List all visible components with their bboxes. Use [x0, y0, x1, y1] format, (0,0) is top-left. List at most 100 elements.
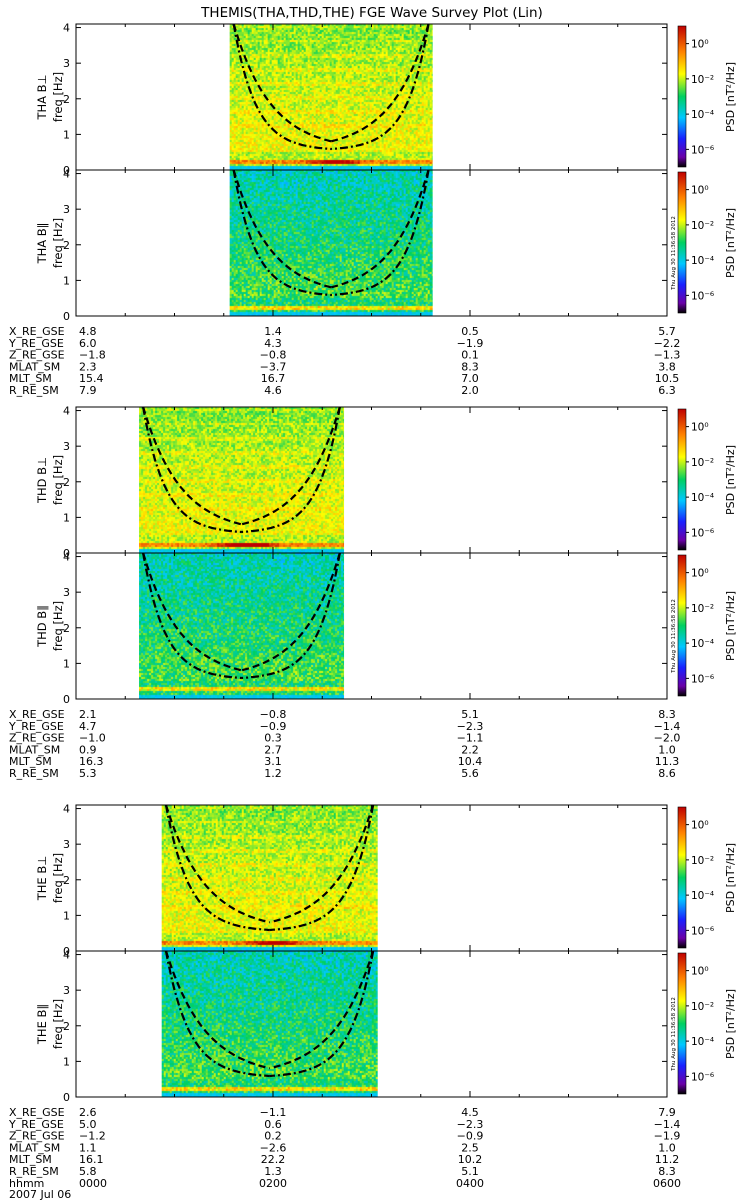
thd-bpar-ytick-label-0: 0 — [63, 693, 70, 706]
ephemeris-value: 22.2 — [261, 1153, 286, 1166]
tha-bpar-ytick-label-4: 4 — [63, 168, 70, 181]
thd-bperp-freq-label: freq [Hz] — [51, 455, 65, 505]
the-bpar-colorbar — [677, 952, 687, 1095]
ephemeris-value: −0.8 — [260, 349, 287, 362]
tha-bpar-ytick-label-1: 1 — [63, 274, 70, 287]
tha-bpar-curve-0-0 — [232, 169, 332, 289]
thd-bpar-stamp: Thu Aug 30 11:36:58 2012 — [671, 599, 677, 674]
thd-bperp-ytick-label-1: 1 — [63, 511, 70, 524]
ephemeris-row-label: R_RE_SM — [9, 767, 59, 780]
thd-bperp-ylabel: THD B⊥ — [35, 457, 49, 504]
tha-bpar-spectrogram — [229, 170, 433, 316]
tha-bperp-cbar-label: PSD [nT²/Hz] — [724, 62, 737, 132]
ephemeris-value: 11.3 — [655, 755, 680, 768]
ephemeris-value: 5.1 — [461, 1165, 479, 1178]
tha-bperp-freq-label: freq [Hz] — [51, 72, 65, 122]
ephemeris-value: 3.8 — [658, 360, 676, 373]
the-bpar-ytick-label-2: 2 — [63, 1020, 70, 1033]
thd-ephemeris: X_RE_GSE 2.1 −0.8 5.1 8.3 Y_RE_GSE 4.7 −0.9 −2.3… — [8, 708, 680, 780]
the-bpar-freq-label: freq [Hz] — [51, 999, 65, 1049]
tha-bpar-ytick-label-3: 3 — [63, 203, 70, 216]
ephemeris-row-label: MLT_SM — [9, 1153, 52, 1166]
the-bpar-stamp: Thu Aug 30 11:36:58 2012 — [671, 997, 677, 1072]
ephemeris-row-label: Y_RE_GSE — [8, 1118, 64, 1131]
tha-bpar-panel: 0 1 2 3 4 THA B∥ freq [Hz] 10⁰ 10⁻² 10⁻⁴ 10⁻⁶ PSD [… — [35, 168, 737, 323]
tha-bperp-panel: 0 1 2 3 4 THA B⊥ freq [Hz] 10⁰ 10⁻² 10⁻⁴ 10⁻⁶ PSD [… — [35, 22, 737, 177]
tha-bperp-cbar-tick-label-0: 10⁰ — [691, 39, 709, 51]
thd-bpar-curve-0-0 — [142, 552, 242, 672]
time-label-0600: 0600 — [653, 1177, 681, 1190]
tha-bperp-cbar-tick-label-2: 10⁻⁴ — [691, 109, 714, 121]
tha-bperp-ytick-label-1: 1 — [63, 128, 70, 141]
ephemeris-value: 1.3 — [264, 1165, 282, 1178]
thd-bpar-curve-1-0 — [142, 552, 242, 680]
tha-bpar-ytick-label-0: 0 — [63, 310, 70, 323]
ephemeris-value: 5.0 — [79, 1118, 97, 1131]
ephemeris-value: 1.0 — [658, 1141, 676, 1154]
tha-bpar-cbar-label: PSD [nT²/Hz] — [724, 208, 737, 278]
ephemeris-value: 2.3 — [79, 360, 97, 373]
ephemeris-value: −1.4 — [654, 1118, 681, 1131]
thd-bpar-ytick-label-4: 4 — [63, 551, 70, 564]
tha-bperp-ylabel: THA B⊥ — [35, 74, 49, 120]
ephemeris-row-label: MLAT_SM — [9, 743, 60, 756]
ephemeris-value: 11.2 — [655, 1153, 680, 1166]
thd-bpar-cbar-tick-label-2: 10⁻⁴ — [691, 638, 714, 650]
thd-bperp-ytick-label-0: 0 — [63, 547, 70, 560]
thd-bpar-cbar-tick-label-0: 10⁰ — [691, 568, 709, 580]
date-label: 2007 Jul 06 — [9, 1188, 71, 1200]
ephemeris-value: 16.1 — [79, 1153, 104, 1166]
time-row-label: hhmm — [9, 1177, 44, 1190]
tha-bperp-spectrogram — [229, 24, 433, 170]
tha-bperp-cbar-tick-label-1: 10⁻² — [691, 74, 714, 86]
ephemeris-value: 5.7 — [658, 325, 676, 338]
ephemeris-value: 7.9 — [658, 1106, 676, 1119]
ephemeris-value: −1.1 — [457, 732, 484, 745]
tha-bpar-cbar-tick-label-0: 10⁰ — [691, 185, 709, 197]
the-bperp-ytick-label-4: 4 — [63, 803, 70, 816]
ephemeris-value: 8.6 — [658, 767, 676, 780]
ephemeris-value: 6.0 — [79, 337, 97, 350]
the-bpar-ytick-label-3: 3 — [63, 984, 70, 997]
ephemeris-value: 3.1 — [264, 755, 282, 768]
the-bpar-curve-1-0 — [164, 950, 270, 1078]
ephemeris-value: −1.4 — [654, 720, 681, 733]
thd-bpar-colorbar — [677, 554, 687, 697]
the-bperp-panel: 0 1 2 3 4 THE B⊥ freq [Hz] 10⁰ 10⁻² 10⁻⁴ 10⁻⁶ PSD [… — [35, 803, 737, 958]
the-bpar-curve-1-1 — [269, 950, 375, 1078]
the-bperp-cbar-tick-label-3: 10⁻⁶ — [691, 925, 714, 937]
ephemeris-row-label: X_RE_GSE — [9, 708, 65, 721]
ephemeris-value: −1.0 — [79, 732, 106, 745]
the-bpar-curve-0-0 — [164, 950, 270, 1070]
thd-bperp-ytick-label-2: 2 — [63, 476, 70, 489]
the-bperp-colorbar — [677, 806, 687, 949]
the-bpar-cbar-tick-label-0: 10⁰ — [691, 966, 709, 978]
ephemeris-value: −2.3 — [457, 720, 484, 733]
the-bperp-cbar-tick-label-0: 10⁰ — [691, 820, 709, 832]
ephemeris-value: 0.2 — [264, 1130, 282, 1143]
figure-title: THEMIS(THA,THD,THE) FGE Wave Survey Plot… — [200, 5, 543, 21]
thd-bperp-panel: 0 1 2 3 4 THD B⊥ freq [Hz] 10⁰ 10⁻² 10⁻⁴ 10⁻⁶ PSD [… — [35, 405, 737, 560]
ephemeris-value: 2.6 — [79, 1106, 97, 1119]
thd-bpar-cbar-tick-label-3: 10⁻⁶ — [691, 673, 714, 685]
thd-bperp-cbar-label: PSD [nT²/Hz] — [724, 445, 737, 515]
ephemeris-value: 4.5 — [461, 1106, 479, 1119]
ephemeris-value: 8.3 — [461, 360, 479, 373]
ephemeris-value: −2.2 — [654, 337, 681, 350]
thd-bperp-ytick-label-3: 3 — [63, 440, 70, 453]
ephemeris-value: 5.8 — [79, 1165, 97, 1178]
the-bperp-freq-label: freq [Hz] — [51, 853, 65, 903]
ephemeris-value: −0.8 — [260, 708, 287, 721]
ephemeris-value: 0.5 — [461, 325, 479, 338]
ephemeris-row-label: R_RE_SM — [9, 384, 59, 397]
tha-bpar-colorbar — [677, 171, 687, 314]
ephemeris-value: 2.1 — [79, 708, 97, 721]
the-bperp-curve-0-0 — [164, 804, 270, 924]
thd-bperp-cbar-tick-label-1: 10⁻² — [691, 457, 714, 469]
probe-thd: 0 1 2 3 4 THD B⊥ freq [Hz] 10⁰ 10⁻² 10⁻⁴ 10⁻⁶ PSD [… — [8, 405, 737, 780]
ephemeris-value: 7.0 — [461, 372, 479, 385]
thd-bpar-ytick-label-3: 3 — [63, 586, 70, 599]
the-bpar-ytick-label-1: 1 — [63, 1055, 70, 1068]
ephemeris-value: 16.3 — [79, 755, 104, 768]
